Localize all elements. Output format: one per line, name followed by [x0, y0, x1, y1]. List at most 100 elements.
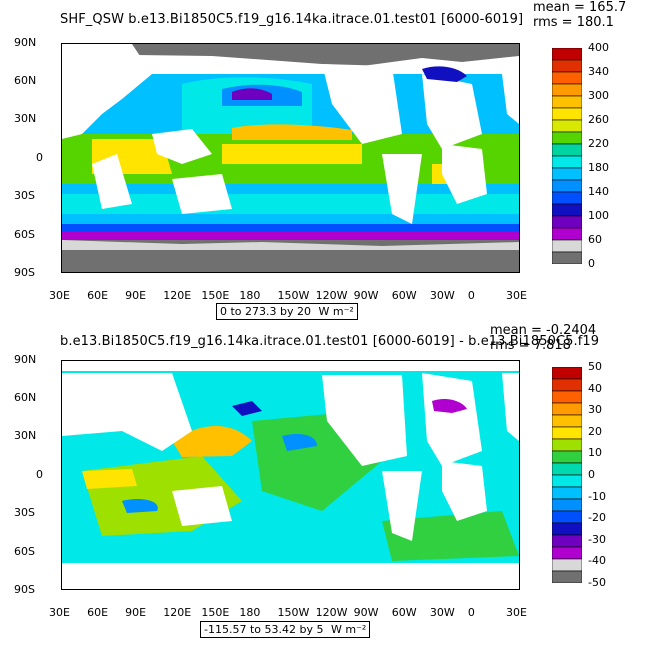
xlabel-12: 30E: [506, 289, 527, 302]
colorbar-label: 50: [588, 360, 602, 373]
map-field-svg: [62, 44, 519, 272]
colorbar-swatch: [552, 59, 582, 73]
colorbar-swatch: [552, 486, 582, 500]
xlabel-1: 60E: [87, 606, 109, 619]
range-units: W m⁻²: [318, 305, 354, 318]
colorbar-swatch: [552, 510, 582, 524]
colorbar-label: 340: [588, 65, 609, 78]
range-label: 0 to 273.3 by 20 W m⁻²: [216, 303, 358, 320]
rms-stat: rms = 180.1: [533, 15, 614, 30]
range-text: 0 to 273.3 by 20: [220, 305, 312, 318]
colorbar-swatch: [552, 143, 582, 157]
xlabel-7: 120W: [315, 289, 348, 302]
colorbar-label: 400: [588, 41, 609, 54]
xlabel-11: 0: [467, 289, 475, 302]
colorbar-swatch: [552, 498, 582, 512]
colorbar-label: 100: [588, 209, 609, 222]
colorbar-label: -10: [588, 489, 606, 503]
xlabel-3: 120E: [163, 289, 192, 302]
ylabel-90n: 90N: [14, 36, 37, 49]
colorbar-swatch: [552, 546, 582, 560]
colorbar-swatch: [552, 215, 582, 229]
xlabel-4: 150E: [201, 289, 230, 302]
colorbar-swatch: [552, 522, 582, 536]
xlabel-4: 150E: [201, 606, 230, 619]
colorbar-swatch: [552, 414, 582, 428]
colorbar-swatch: [552, 119, 582, 133]
colorbar-label: 220: [588, 137, 609, 150]
mean-stat: mean = -0.2404: [490, 323, 597, 338]
colorbar-label: 180: [588, 161, 609, 174]
colorbar-label: 300: [588, 89, 609, 102]
xlabel-8: 90W: [353, 606, 379, 619]
map-plot-area: [61, 360, 520, 590]
colorbar-swatch: [552, 131, 582, 145]
xlabel-1: 60E: [87, 289, 109, 302]
ylabel-90s: 90S: [14, 266, 35, 279]
colorbar-swatch: [552, 107, 582, 121]
colorbar-label: -50: [588, 576, 606, 589]
ylabel-60s: 60S: [14, 228, 35, 241]
xlabel-11: 0: [467, 606, 475, 619]
map-field-svg: [62, 361, 519, 589]
colorbar-swatch: [552, 534, 582, 548]
xlabel-9: 60W: [391, 289, 417, 302]
colorbar-swatch: [552, 191, 582, 205]
xlabel-6: 150W: [277, 606, 310, 619]
colorbar-swatch: [552, 179, 582, 193]
ylabel-0: 0: [36, 468, 43, 481]
colorbar-swatch: [552, 570, 582, 583]
xlabel-5: 180: [239, 606, 261, 619]
colorbar-label: 20: [588, 424, 602, 438]
xlabel-10: 30W: [429, 606, 455, 619]
colorbar-label: 0: [588, 257, 595, 270]
xlabel-6: 150W: [277, 289, 310, 302]
colorbar-label: 30: [588, 403, 602, 417]
ylabel-30s: 30S: [14, 506, 35, 519]
colorbar-swatch: [552, 227, 582, 241]
colorbar-swatch: [552, 83, 582, 97]
ylabel-30n: 30N: [14, 112, 37, 125]
range-label: -115.57 to 53.42 by 5 W m⁻²: [200, 621, 371, 638]
xlabel-9: 60W: [391, 606, 417, 619]
colorbar-swatch: [552, 367, 582, 380]
ylabel-90s: 90S: [14, 583, 35, 596]
colorbar-svg: [552, 367, 582, 583]
xlabel-7: 120W: [315, 606, 348, 619]
xlabel-12: 30E: [506, 606, 527, 619]
xlabel-5: 180: [239, 289, 261, 302]
chart-title: b.e13.Bi1850C5.f19_g16.14ka.itrace.01.te…: [60, 334, 600, 349]
colorbar-swatch: [552, 167, 582, 181]
colorbar-label: 260: [588, 113, 609, 126]
colorbar: [552, 48, 582, 264]
rms-stat: rms = 7.818: [490, 338, 571, 353]
colorbar: [552, 367, 582, 583]
colorbar-label: 40: [588, 381, 602, 395]
colorbar-swatch: [552, 155, 582, 169]
colorbar-swatch: [552, 378, 582, 392]
colorbar-label: -40: [588, 554, 606, 568]
colorbar-label: -20: [588, 511, 606, 525]
colorbar-swatch: [552, 474, 582, 488]
ylabel-30n: 30N: [14, 429, 37, 442]
chart-panel-shf-qsw: SHF_QSW b.e13.Bi1850C5.f19_g16.14ka.itra…: [0, 0, 647, 323]
xlabel-0: 30E: [49, 289, 70, 302]
xlabel-8: 90W: [353, 289, 379, 302]
range-units: W m⁻²: [330, 623, 367, 636]
colorbar-swatch: [552, 95, 582, 109]
colorbar-label: 60: [588, 233, 602, 246]
ylabel-90n: 90N: [14, 353, 37, 366]
colorbar-label: 0: [588, 468, 595, 481]
xlabel-3: 120E: [163, 606, 192, 619]
colorbar-swatch: [552, 203, 582, 217]
colorbar-label: 140: [588, 185, 609, 198]
colorbar-swatch: [552, 402, 582, 416]
xlabel-0: 30E: [49, 606, 70, 619]
colorbar-swatch: [552, 426, 582, 440]
chart-title: SHF_QSW b.e13.Bi1850C5.f19_g16.14ka.itra…: [60, 12, 524, 27]
xlabel-2: 90E: [125, 289, 147, 302]
ylabel-30s: 30S: [14, 189, 35, 202]
colorbar-svg: [552, 48, 582, 264]
colorbar-swatch: [552, 558, 582, 572]
colorbar-label: 10: [588, 446, 602, 460]
